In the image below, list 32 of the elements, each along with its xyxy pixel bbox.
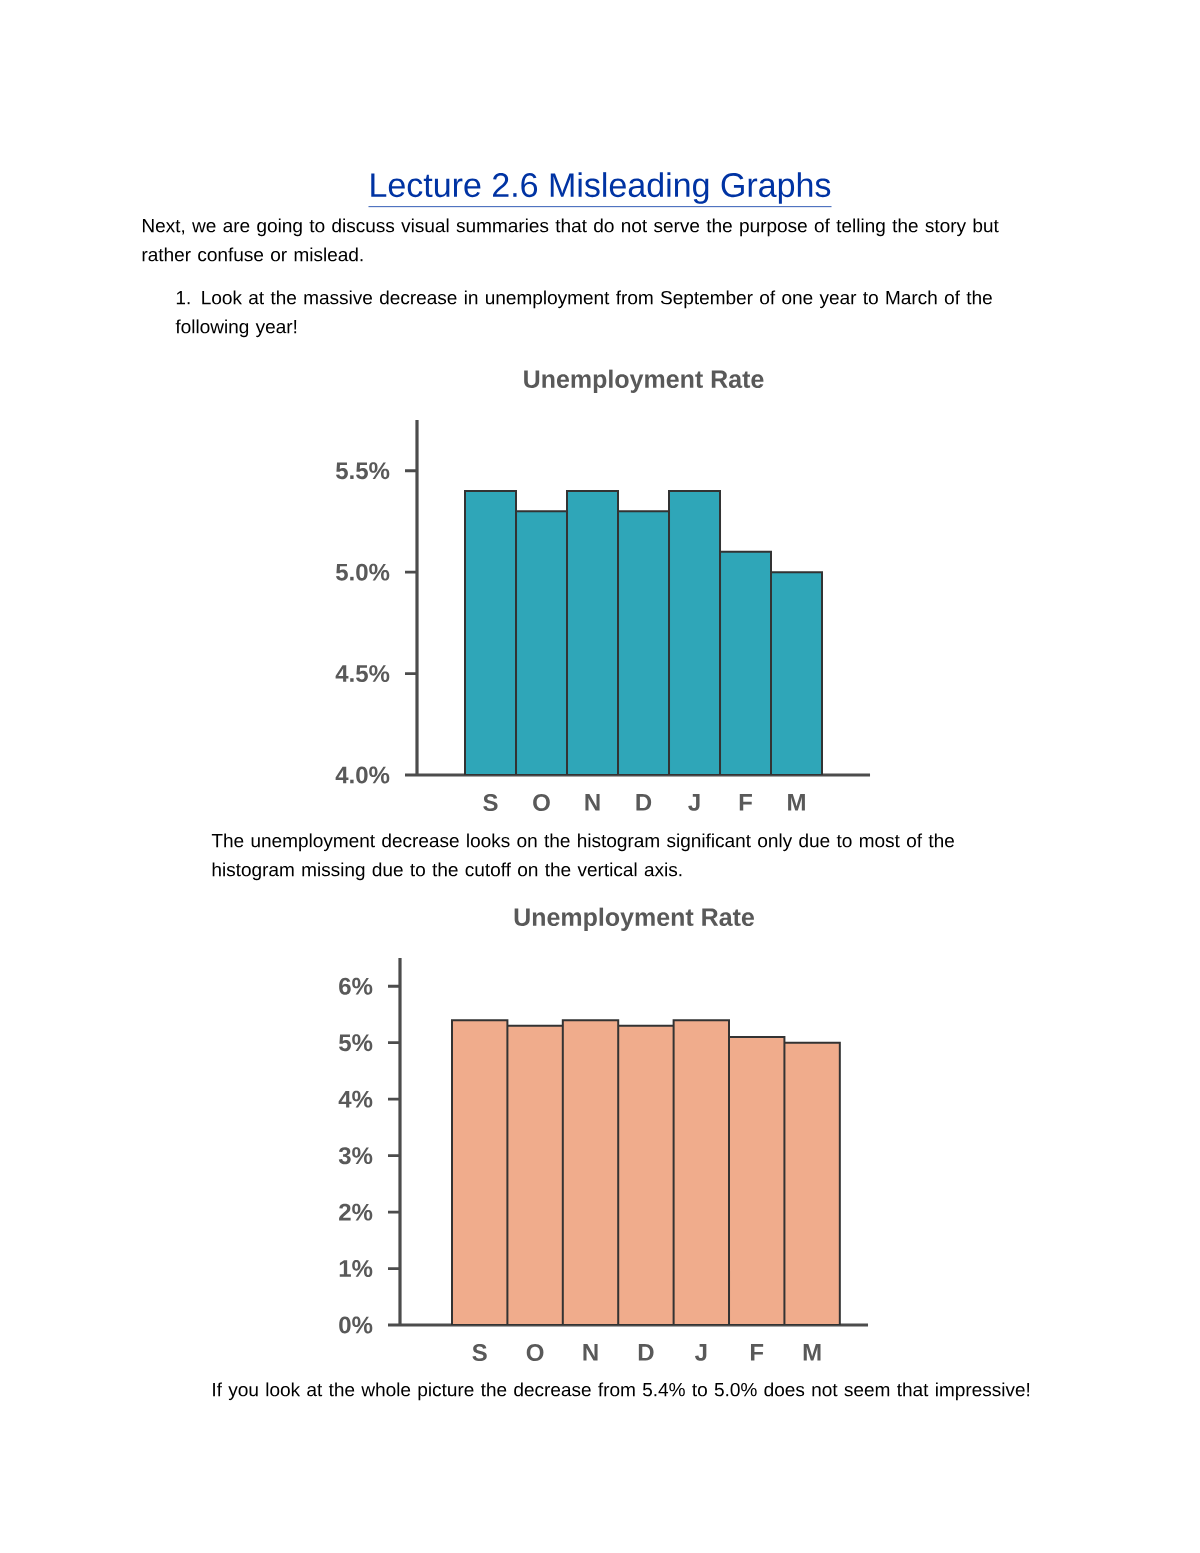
x-tick-label: O xyxy=(526,1344,544,1362)
text: 1. Look at the massive decrease in unemployment from September of one year to March of the following year! xyxy=(175,290,992,338)
y-tick-label: 5% xyxy=(339,1034,373,1052)
x-tick-label: S xyxy=(472,1344,487,1362)
y-tick-label: 5.5% xyxy=(335,462,390,480)
x-tick-label: F xyxy=(739,794,752,811)
x-tick-label: M xyxy=(803,1344,821,1361)
x-tick-label: J xyxy=(688,794,700,811)
y-tick-label: 4.0% xyxy=(335,766,390,784)
y-tick-label: 0% xyxy=(339,1316,373,1334)
x-tick-label: M xyxy=(788,794,805,811)
y-tick-label: 3% xyxy=(338,1147,373,1165)
text: Next, we are going to discuss visual summaries that do not serve the purpose of telling the story but rather confuse or mislead. xyxy=(142,218,999,262)
x-tick-label: J xyxy=(695,1344,707,1361)
chart-title: Unemployment Rate xyxy=(524,369,764,393)
x-tick-label: F xyxy=(750,1344,764,1361)
text: Lecture 2.6 Misleading Graphs xyxy=(371,172,831,204)
x-tick-label: S xyxy=(483,794,498,812)
chart-title: Unemployment Rate xyxy=(514,907,754,931)
text: If you look at the whole picture the decrease from 5.4% to 5.0% does not seem that impressive! xyxy=(213,1382,1030,1401)
x-tick-label: O xyxy=(533,794,550,812)
x-tick-label: D xyxy=(638,1344,654,1361)
y-tick-label: 6% xyxy=(339,977,373,995)
x-tick-label: N xyxy=(583,1344,598,1361)
y-tick-label: 4% xyxy=(338,1090,373,1108)
y-tick-label: 1% xyxy=(339,1260,373,1277)
text: The unemployment decrease looks on the histogram significant only due to most of the histogram missing due to the cutoff on the vertical axis. xyxy=(211,833,954,881)
y-tick-label: 5.0% xyxy=(335,563,390,581)
x-tick-label: N xyxy=(585,794,600,811)
y-tick-label: 4.5% xyxy=(335,665,390,683)
y-tick-label: 2% xyxy=(339,1203,373,1221)
x-tick-label: D xyxy=(636,794,652,811)
